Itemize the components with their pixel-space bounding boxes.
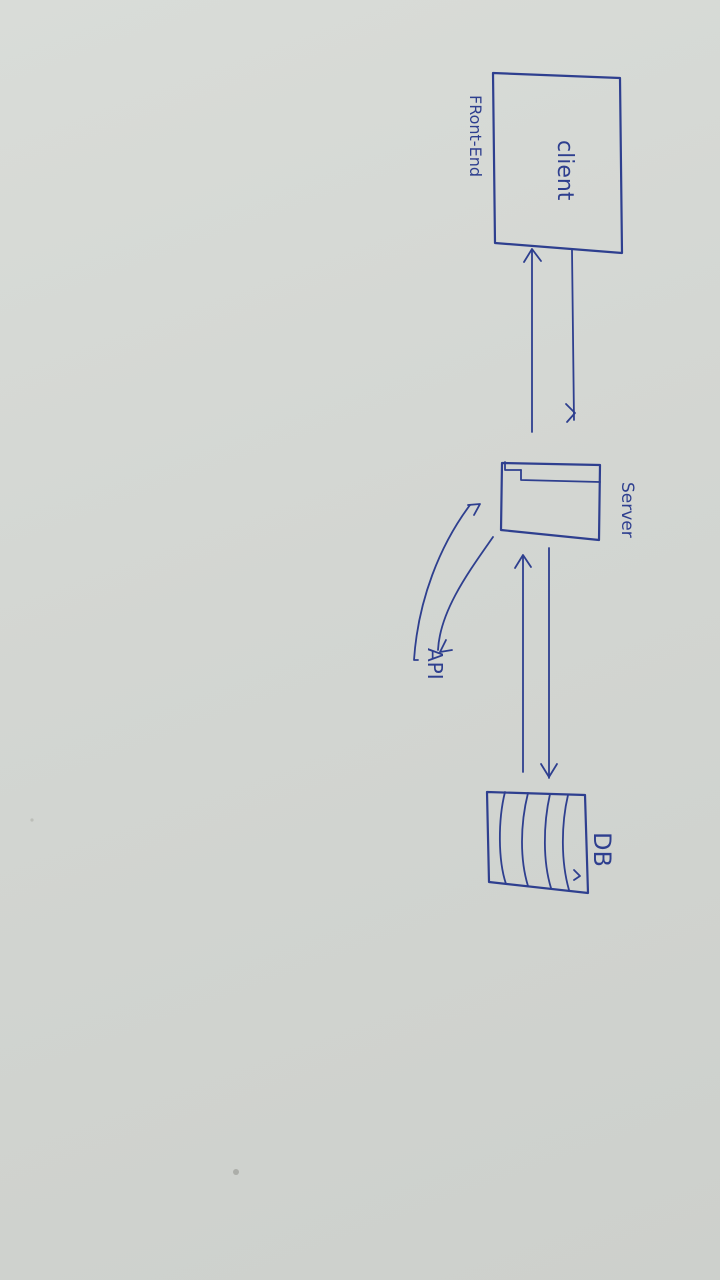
- api-label: API: [423, 648, 447, 680]
- frontend-annotation: FRont-End: [466, 95, 485, 177]
- server-api-edge: API: [413, 503, 494, 680]
- server-node: Server: [499, 461, 637, 542]
- client-label: client: [552, 140, 577, 201]
- client-server-edge: [523, 248, 576, 433]
- server-db-edge: [514, 547, 558, 779]
- paper-speck: [233, 1169, 239, 1175]
- paper-speck: [30, 818, 34, 822]
- db-label: DB: [588, 832, 616, 867]
- client-node: client: [491, 71, 624, 255]
- db-node: DB: [485, 790, 616, 895]
- server-label: Server: [617, 482, 637, 538]
